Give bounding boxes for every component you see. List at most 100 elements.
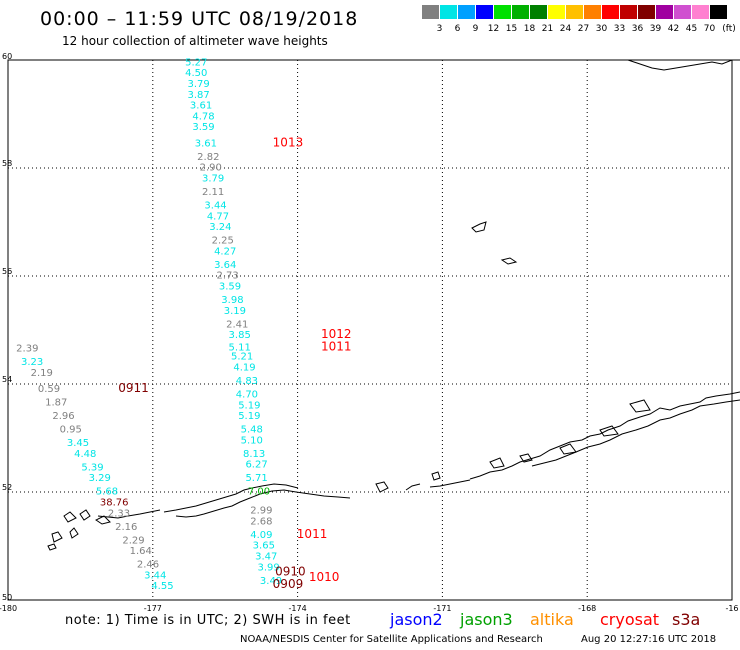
wave-height-value: 3.45 <box>67 438 89 449</box>
color-scale-swatch <box>530 5 547 19</box>
wave-height-value: 3.87 <box>188 90 210 101</box>
wave-height-value: 2.39 <box>16 344 38 355</box>
wave-height-value: 5.48 <box>241 425 263 436</box>
wave-height-value: 2.82 <box>197 152 219 163</box>
wave-height-value: 4.78 <box>192 111 214 122</box>
color-scale-swatch <box>692 5 709 19</box>
wave-height-value: 2.90 <box>200 163 222 174</box>
wave-height-value: 38.76 <box>100 498 129 509</box>
wave-height-value: 2.41 <box>226 319 248 330</box>
wave-height-value: 4.19 <box>233 363 255 374</box>
color-scale-swatch <box>638 5 655 19</box>
wave-height-value: 5.39 <box>81 462 103 473</box>
coastline-mainland-top <box>627 59 740 71</box>
time-label: 0911 <box>118 381 149 395</box>
wave-height-value: 4.09 <box>250 530 272 541</box>
color-scale-swatch <box>440 5 457 19</box>
time-label: 1011 <box>297 527 328 541</box>
wave-height-value: 3.49 <box>260 576 282 587</box>
wave-height-value: 3.59 <box>219 282 241 293</box>
color-scale-swatch <box>512 5 529 19</box>
wave-height-value: 3.79 <box>188 79 210 90</box>
color-scale-swatch <box>602 5 619 19</box>
color-scale-swatch <box>458 5 475 19</box>
coastline-aleutians-central <box>175 489 351 518</box>
wave-height-value: 2.19 <box>31 368 53 379</box>
lon-label: -16 <box>725 604 738 613</box>
color-scale-label: 33 <box>613 24 626 34</box>
color-scale-swatch <box>494 5 511 19</box>
color-scale-swatch <box>674 5 691 19</box>
color-scale-label: 24 <box>559 24 572 34</box>
time-label: 0909 <box>273 577 304 591</box>
color-scale-label: 39 <box>649 24 662 34</box>
wave-height-value: 5.27 <box>185 57 207 68</box>
color-scale-label: 36 <box>631 24 644 34</box>
time-label: 1010 <box>309 570 340 584</box>
wave-height-value: 3.44 <box>144 570 166 581</box>
lat-label: 50 <box>2 593 12 602</box>
lon-label: -171 <box>433 604 451 613</box>
wave-height-value: 3.29 <box>89 473 111 484</box>
color-scale-label: 70 <box>703 24 716 34</box>
color-scale-swatch <box>710 5 727 19</box>
wave-height-value: 4.83 <box>236 376 258 387</box>
wave-height-value: 3.47 <box>255 552 277 563</box>
coastline-aleutians-west <box>47 509 161 551</box>
time-label: 1013 <box>273 135 304 149</box>
color-scale-label: 18 <box>523 24 536 34</box>
wave-height-value: 2.25 <box>212 236 234 247</box>
wave-height-value: 2.73 <box>216 271 238 282</box>
color-scale-swatch <box>656 5 673 19</box>
wave-height-value: 5.10 <box>241 435 263 446</box>
wave-height-value: 5.71 <box>245 473 267 484</box>
wave-height-value: 3.44 <box>204 201 226 212</box>
coastline-alaska-peninsula <box>469 391 740 480</box>
wave-height-value: 3.61 <box>195 138 217 149</box>
wave-height-value: 2.33 <box>108 508 130 519</box>
chart-title: 00:00 – 11:59 UTC 08/19/2018 <box>40 8 359 30</box>
color-scale-label: 12 <box>487 24 500 34</box>
wave-height-value: 4.27 <box>214 246 236 257</box>
wave-height-value: 5.68 <box>96 487 118 498</box>
wave-height-value: 4.48 <box>74 449 96 460</box>
lat-label: 58 <box>2 159 12 168</box>
lon-label: -168 <box>578 604 596 613</box>
wave-height-value: 3.98 <box>221 295 243 306</box>
wave-height-value: 2.11 <box>202 187 224 198</box>
wave-height-value: 3.79 <box>202 174 224 185</box>
time-label: 1012 <box>321 327 352 341</box>
wave-height-value: 5.19 <box>238 400 260 411</box>
wave-height-value: 1.64 <box>130 546 152 557</box>
wave-height-value: 2.29 <box>122 535 144 546</box>
lat-label: 60 <box>2 52 12 61</box>
wave-height-value: 5.19 <box>238 411 260 422</box>
wave-height-value: 3.23 <box>21 357 43 368</box>
wave-height-value: 7.00 <box>248 487 270 498</box>
time-label: 1011 <box>321 340 352 354</box>
wave-height-value: 4.55 <box>151 581 173 592</box>
lon-label: -180 <box>0 604 17 613</box>
coastline-pribilof-island-1 <box>471 221 487 233</box>
lat-label: 54 <box>2 375 12 384</box>
chart-subtitle: 12 hour collection of altimeter wave hei… <box>62 34 328 48</box>
wave-height-value: 6.27 <box>245 460 267 471</box>
color-scale-label: 3 <box>436 24 443 34</box>
lon-label: -177 <box>144 604 162 613</box>
color-scale-label: 21 <box>541 24 554 34</box>
wave-height-value: 0.59 <box>38 384 60 395</box>
map-frame <box>7 59 733 601</box>
lat-lon-grid: 60 58 56 54 52 50 -180 -177 -174 -171 -168 -16 <box>0 52 739 613</box>
wave-height-value: 2.99 <box>250 506 272 517</box>
time-label: 0910 <box>275 565 306 579</box>
color-scale-label: 42 <box>667 24 680 34</box>
color-scale-swatch <box>566 5 583 19</box>
color-scale-label: 9 <box>472 24 479 34</box>
wave-height-value: 8.13 <box>243 449 265 460</box>
wave-height-value: 4.77 <box>207 211 229 222</box>
wave-height-value: 3.61 <box>190 101 212 112</box>
coastline-aleutians-central-north <box>163 483 299 513</box>
wave-height-value: 3.85 <box>229 330 251 341</box>
color-scale-label: 15 <box>505 24 518 34</box>
